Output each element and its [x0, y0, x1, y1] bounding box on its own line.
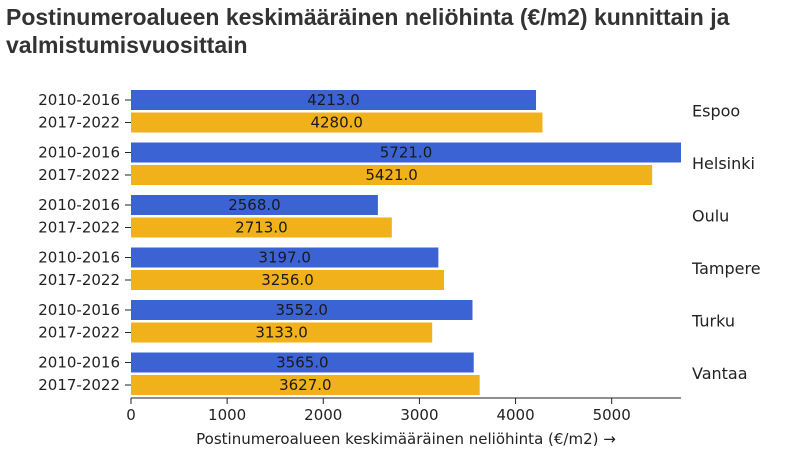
x-axis: 0 1000 2000 3000 4000 5000 — [126, 397, 681, 424]
y-tick-label: 2017-2022 — [38, 271, 120, 289]
facet-label: Vantaa — [692, 364, 748, 383]
x-axis-title: Postinumeroalueen keskimääräinen neliöhi… — [196, 430, 616, 448]
facet-label: Turku — [691, 311, 735, 330]
bar-value-label: 5421.0 — [365, 166, 418, 184]
facet-label: Espoo — [692, 101, 740, 120]
bar-value-label: 2713.0 — [235, 219, 288, 237]
bar — [131, 352, 474, 373]
facet-labels: Espoo Helsinki Oulu Tampere Turku Vantaa — [691, 101, 761, 383]
bar-value-label: 4213.0 — [307, 91, 360, 109]
bar-value-label: 4280.0 — [310, 114, 363, 132]
bar-value-label: 2568.0 — [228, 196, 281, 214]
bar — [131, 112, 543, 133]
y-tick-label: 2017-2022 — [38, 324, 120, 342]
bar — [131, 375, 480, 395]
y-axis-labels: 2010-2016 2017-2022 2010-2016 2017-2022 2010… — [38, 91, 131, 394]
facet-label: Tampere — [691, 259, 761, 278]
facet-label: Oulu — [692, 206, 729, 225]
bar-value-label: 3627.0 — [279, 376, 332, 394]
bar-value-label: 3197.0 — [258, 249, 311, 267]
x-tick-label: 2000 — [304, 406, 342, 424]
bars-layer: 4213.0 4280.0 5721.0 5421.0 2568.0 2713.0 3197… — [131, 90, 681, 395]
y-tick-label: 2017-2022 — [38, 114, 120, 132]
bar-value-label: 3133.0 — [255, 324, 308, 342]
y-tick-label: 2010-2016 — [38, 91, 120, 109]
bar — [131, 247, 439, 268]
bar — [131, 300, 473, 320]
y-tick-label: 2017-2022 — [38, 376, 120, 394]
bar — [131, 217, 392, 238]
y-tick-label: 2010-2016 — [38, 144, 120, 162]
x-tick-label: 0 — [126, 406, 136, 424]
bar — [131, 195, 378, 215]
bar — [131, 142, 681, 163]
bar-value-label: 3552.0 — [275, 301, 328, 319]
bar-value-label: 3565.0 — [276, 354, 329, 372]
bar — [131, 165, 653, 185]
x-tick-label: 4000 — [496, 406, 534, 424]
x-tick-label: 1000 — [208, 406, 246, 424]
y-tick-label: 2010-2016 — [38, 301, 120, 319]
x-tick-label: 3000 — [400, 406, 438, 424]
bar-value-label: 3256.0 — [261, 271, 314, 289]
bar — [131, 270, 445, 290]
y-tick-label: 2010-2016 — [38, 354, 120, 372]
bar — [131, 322, 433, 343]
bar-value-label: 5721.0 — [380, 144, 433, 162]
chart-title: Postinumeroalueen keskimääräinen neliöhi… — [6, 4, 730, 58]
y-tick-label: 2010-2016 — [38, 249, 120, 267]
x-tick-label: 5000 — [593, 406, 631, 424]
y-tick-label: 2017-2022 — [38, 219, 120, 237]
y-tick-label: 2010-2016 — [38, 196, 120, 214]
y-tick-label: 2017-2022 — [38, 166, 120, 184]
facet-label: Helsinki — [692, 154, 755, 173]
bar — [131, 90, 537, 110]
